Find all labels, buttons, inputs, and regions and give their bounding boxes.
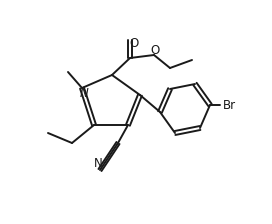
Text: O: O [129,37,139,50]
Text: N: N [80,86,88,99]
Text: N: N [94,157,102,170]
Text: O: O [150,43,160,56]
Text: Br: Br [223,99,236,112]
